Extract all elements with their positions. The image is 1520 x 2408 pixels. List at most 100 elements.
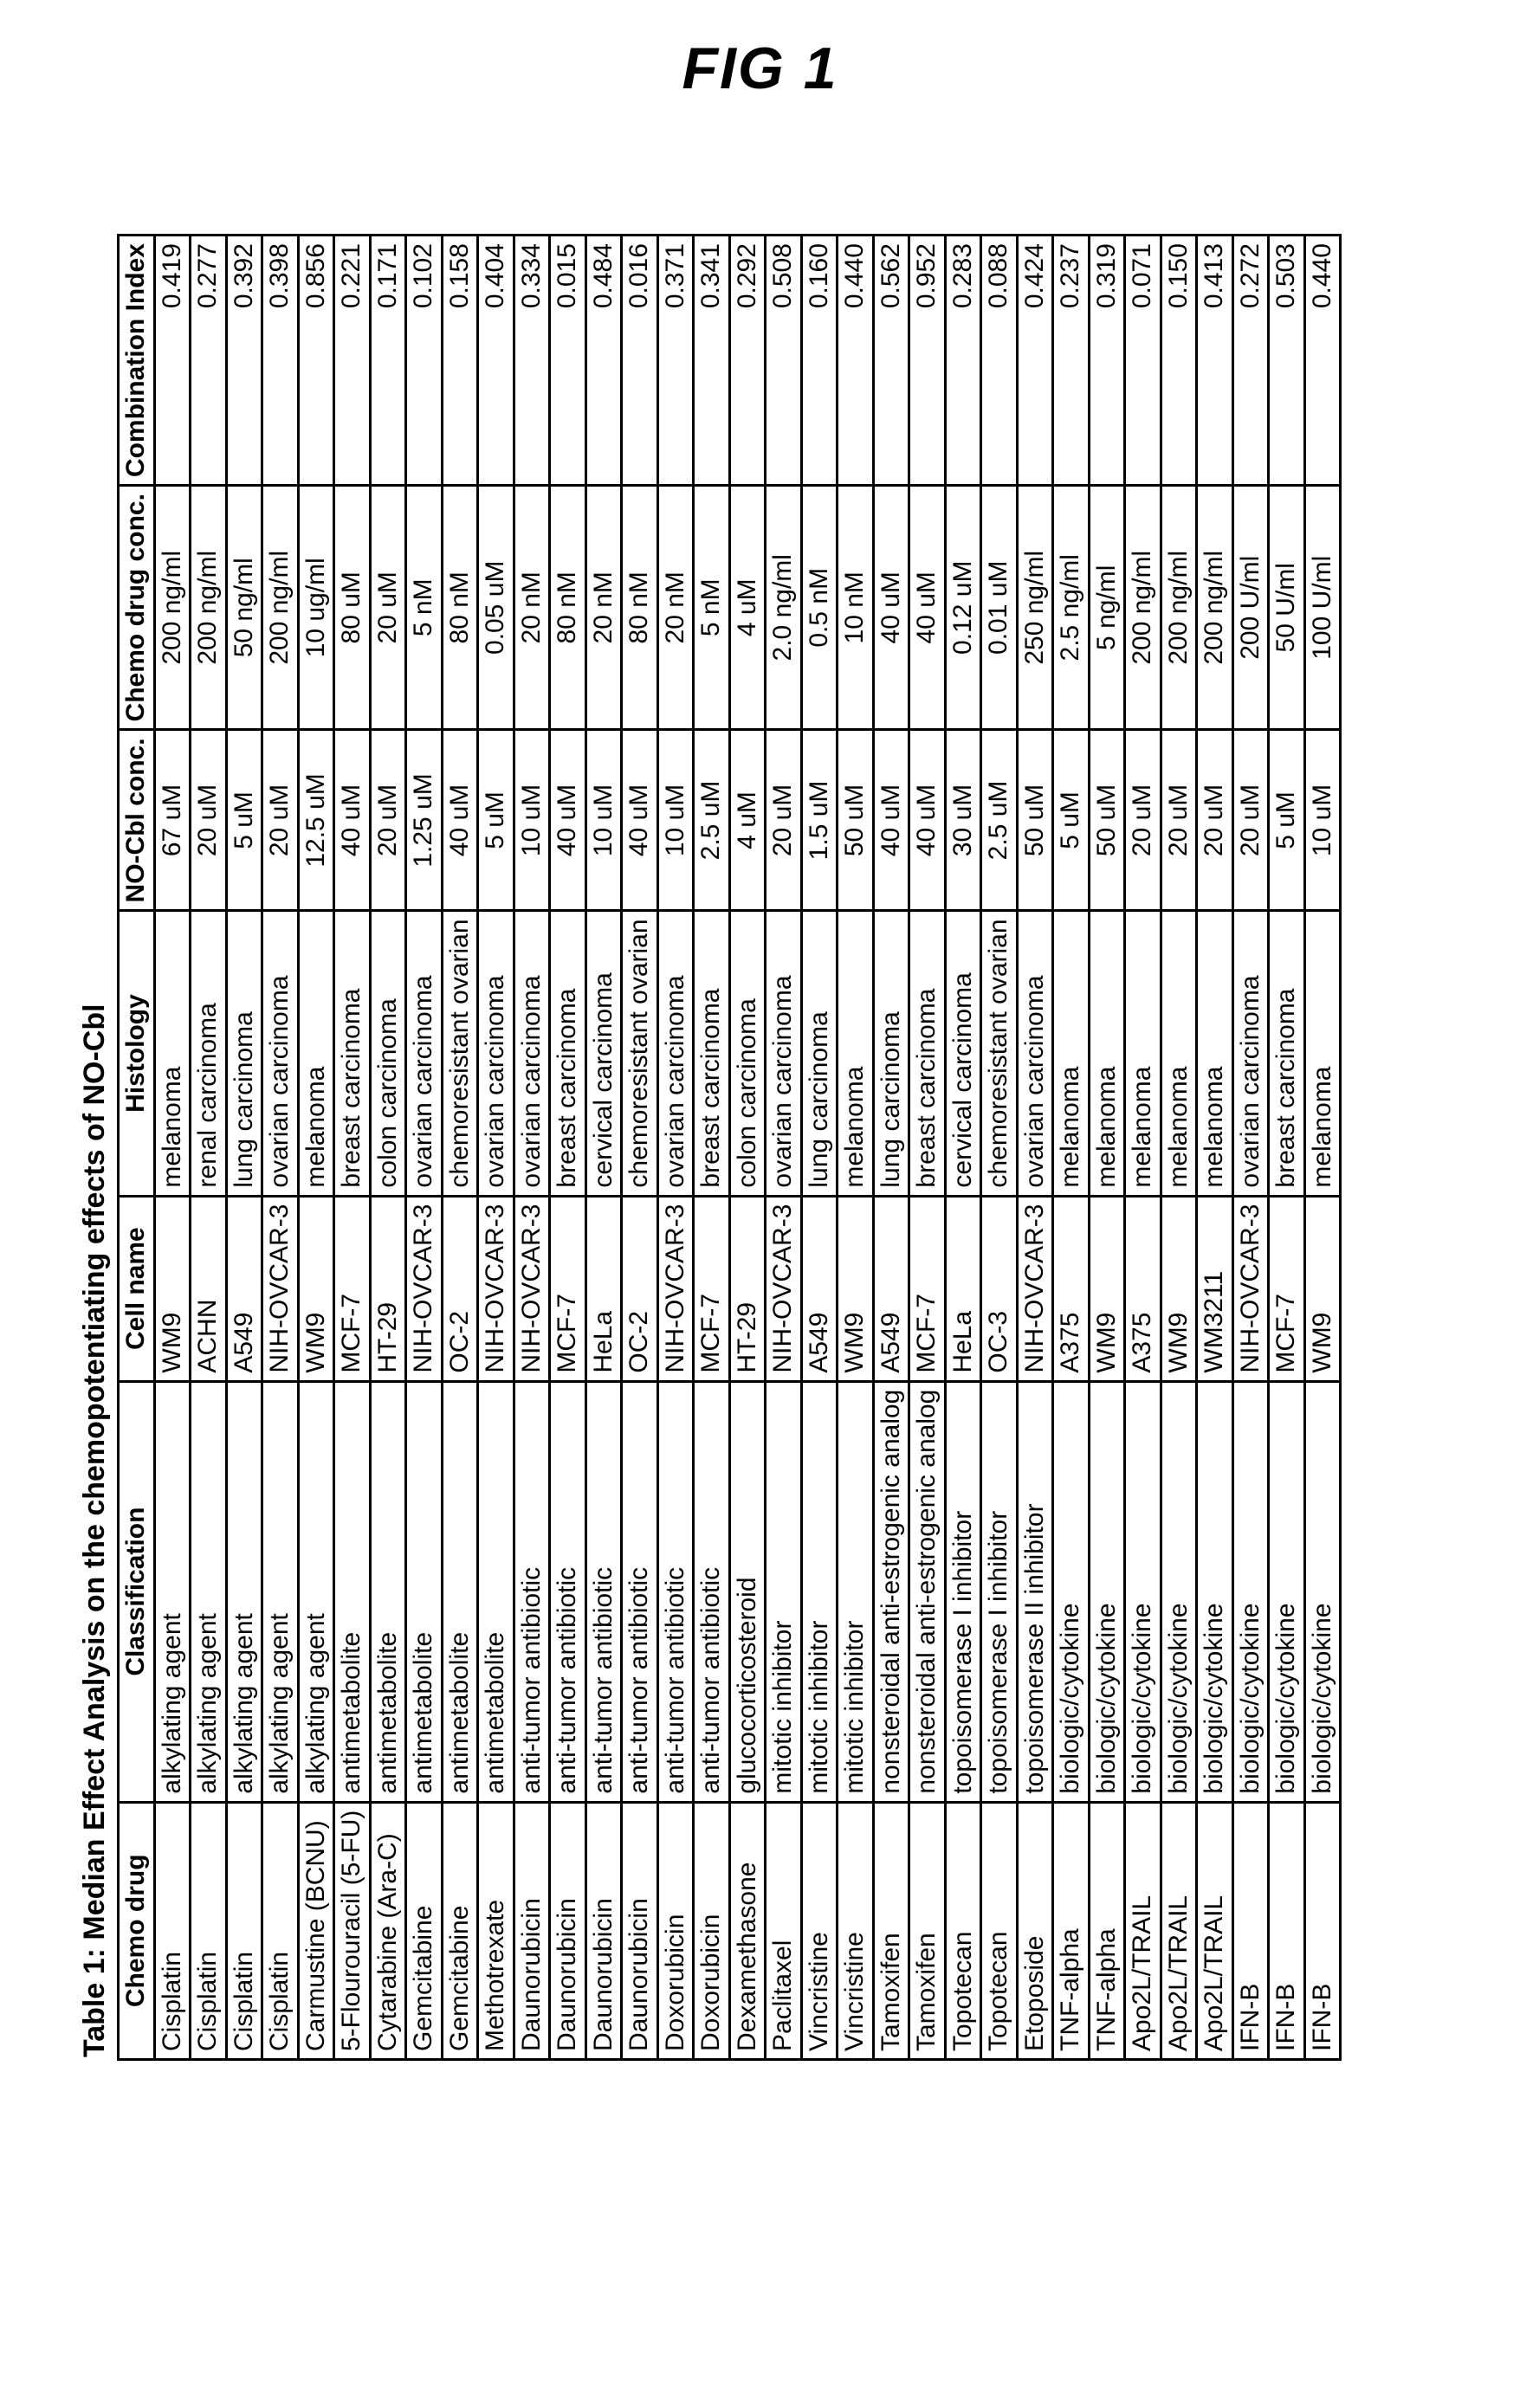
cell-histology: melanoma (1304, 911, 1341, 1196)
cell-histology: melanoma (1089, 911, 1125, 1196)
cell-histology: breast carcinoma (1269, 911, 1305, 1196)
cell-chemo-drug: Doxorubicin (694, 1802, 730, 2059)
cell-chemo-conc: 0.5 nM (801, 486, 838, 730)
table-row: Tamoxifennonsteroidal anti-estrogenic an… (873, 236, 909, 2060)
cell-combination-index: 0.016 (622, 236, 658, 486)
table-row: Apo2L/TRAILbiologic/cytokineWM3211melano… (1197, 236, 1233, 2060)
cell-chemo-conc: 200 ng/ml (1125, 486, 1161, 730)
cell-chemo-conc: 5 nM (406, 486, 443, 730)
table-row: Etoposidetopoisomerase II inhibitorNIH-O… (1017, 236, 1053, 2060)
cell-classification: topoisomerase I inhibitor (981, 1381, 1018, 1802)
cell-nocbl-conc: 30 uM (945, 730, 981, 911)
cell-chemo-conc: 200 ng/ml (191, 486, 227, 730)
cell-nocbl-conc: 4 uM (729, 730, 766, 911)
cell-chemo-drug: Cisplatin (154, 1802, 191, 2059)
cell-cell-name: MCF-7 (694, 1196, 730, 1381)
cell-chemo-drug: Vincristine (801, 1802, 838, 2059)
cell-histology: lung carcinoma (873, 911, 909, 1196)
cell-chemo-drug: IFN-B (1269, 1802, 1305, 2059)
cell-combination-index: 0.319 (1089, 236, 1125, 486)
cell-nocbl-conc: 10 uM (657, 730, 694, 911)
cell-cell-name: WM9 (154, 1196, 191, 1381)
cell-classification: biologic/cytokine (1161, 1381, 1197, 1802)
cell-classification: anti-tumor antibiotic (514, 1381, 550, 1802)
cell-chemo-conc: 50 U/ml (1269, 486, 1305, 730)
cell-nocbl-conc: 1.25 uM (406, 730, 443, 911)
cell-classification: mitotic inhibitor (801, 1381, 838, 1802)
cell-chemo-conc: 2.0 ng/ml (766, 486, 802, 730)
table-caption: Table 1: Median Effect Analysis on the c… (78, 234, 112, 2057)
cell-classification: alkylating agent (191, 1381, 227, 1802)
cell-chemo-drug: Topotecan (945, 1802, 981, 2059)
cell-cell-name: NIH-OVCAR-3 (478, 1196, 514, 1381)
cell-classification: antimetabolite (370, 1381, 406, 1802)
cell-classification: topoisomerase II inhibitor (1017, 1381, 1053, 1802)
cell-chemo-drug: Tamoxifen (909, 1802, 946, 2059)
table-row: Cytarabine (Ara-C)antimetaboliteHT-29col… (370, 236, 406, 2060)
cell-nocbl-conc: 20 uM (262, 730, 299, 911)
cell-histology: cervical carcinoma (585, 911, 622, 1196)
cell-classification: biologic/cytokine (1232, 1381, 1269, 1802)
cell-cell-name: OC-3 (981, 1196, 1018, 1381)
table-row: Cisplatinalkylating agentNIH-OVCAR-3ovar… (262, 236, 299, 2060)
cell-classification: nonsteroidal anti-estrogenic analog (873, 1381, 909, 1802)
cell-nocbl-conc: 2.5 uM (981, 730, 1018, 911)
cell-nocbl-conc: 10 uM (514, 730, 550, 911)
cell-combination-index: 0.392 (226, 236, 262, 486)
cell-nocbl-conc: 40 uM (909, 730, 946, 911)
cell-chemo-conc: 80 nM (550, 486, 586, 730)
table-row: Vincristinemitotic inhibitorWM9melanoma5… (838, 236, 874, 2060)
cell-chemo-conc: 4 uM (729, 486, 766, 730)
cell-chemo-drug: Daunorubicin (550, 1802, 586, 2059)
cell-cell-name: OC-2 (442, 1196, 478, 1381)
cell-chemo-conc: 200 ng/ml (154, 486, 191, 730)
cell-nocbl-conc: 20 uM (1161, 730, 1197, 911)
cell-chemo-conc: 200 ng/ml (262, 486, 299, 730)
cell-chemo-conc: 80 nM (442, 486, 478, 730)
cell-combination-index: 0.283 (945, 236, 981, 486)
cell-cell-name: MCF-7 (1269, 1196, 1305, 1381)
cell-combination-index: 0.856 (298, 236, 334, 486)
cell-chemo-drug: IFN-B (1232, 1802, 1269, 2059)
table-row: MethotrexateantimetaboliteNIH-OVCAR-3ova… (478, 236, 514, 2060)
cell-classification: mitotic inhibitor (838, 1381, 874, 1802)
cell-classification: anti-tumor antibiotic (657, 1381, 694, 1802)
cell-classification: anti-tumor antibiotic (585, 1381, 622, 1802)
table-row: GemcitabineantimetaboliteNIH-OVCAR-3ovar… (406, 236, 443, 2060)
cell-histology: melanoma (298, 911, 334, 1196)
cell-chemo-conc: 250 ng/ml (1017, 486, 1053, 730)
cell-classification: antimetabolite (478, 1381, 514, 1802)
cell-combination-index: 0.015 (550, 236, 586, 486)
cell-nocbl-conc: 20 uM (191, 730, 227, 911)
table-row: Cisplatinalkylating agentA549lung carcin… (226, 236, 262, 2060)
cell-classification: biologic/cytokine (1197, 1381, 1233, 1802)
cell-histology: chemoresistant ovarian (622, 911, 658, 1196)
table-row: Daunorubicinanti-tumor antibioticHeLacer… (585, 236, 622, 2060)
cell-chemo-conc: 200 ng/ml (1197, 486, 1233, 730)
cell-chemo-conc: 0.12 uM (945, 486, 981, 730)
cell-chemo-drug: Daunorubicin (585, 1802, 622, 2059)
cell-nocbl-conc: 5 uM (226, 730, 262, 911)
cell-histology: ovarian carcinoma (406, 911, 443, 1196)
cell-chemo-drug: Doxorubicin (657, 1802, 694, 2059)
cell-classification: antimetabolite (442, 1381, 478, 1802)
table-row: IFN-Bbiologic/cytokineMCF-7breast carcin… (1269, 236, 1305, 2060)
cell-classification: antimetabolite (406, 1381, 443, 1802)
cell-histology: melanoma (1125, 911, 1161, 1196)
cell-cell-name: WM9 (1304, 1196, 1341, 1381)
cell-cell-name: WM9 (838, 1196, 874, 1381)
cell-cell-name: WM9 (298, 1196, 334, 1381)
table-row: 5-Flourouracil (5-FU)antimetaboliteMCF-7… (334, 236, 371, 2060)
cell-histology: ovarian carcinoma (1017, 911, 1053, 1196)
cell-chemo-conc: 20 nM (514, 486, 550, 730)
table-row: GemcitabineantimetaboliteOC-2chemoresist… (442, 236, 478, 2060)
cell-chemo-drug: TNF-alpha (1053, 1802, 1090, 2059)
cell-cell-name: NIH-OVCAR-3 (657, 1196, 694, 1381)
cell-combination-index: 0.562 (873, 236, 909, 486)
cell-cell-name: ACHN (191, 1196, 227, 1381)
cell-combination-index: 0.341 (694, 236, 730, 486)
table-row: Daunorubicinanti-tumor antibioticMCF-7br… (550, 236, 586, 2060)
cell-chemo-conc: 20 nM (585, 486, 622, 730)
cell-cell-name: NIH-OVCAR-3 (1232, 1196, 1269, 1381)
cell-combination-index: 0.440 (1304, 236, 1341, 486)
